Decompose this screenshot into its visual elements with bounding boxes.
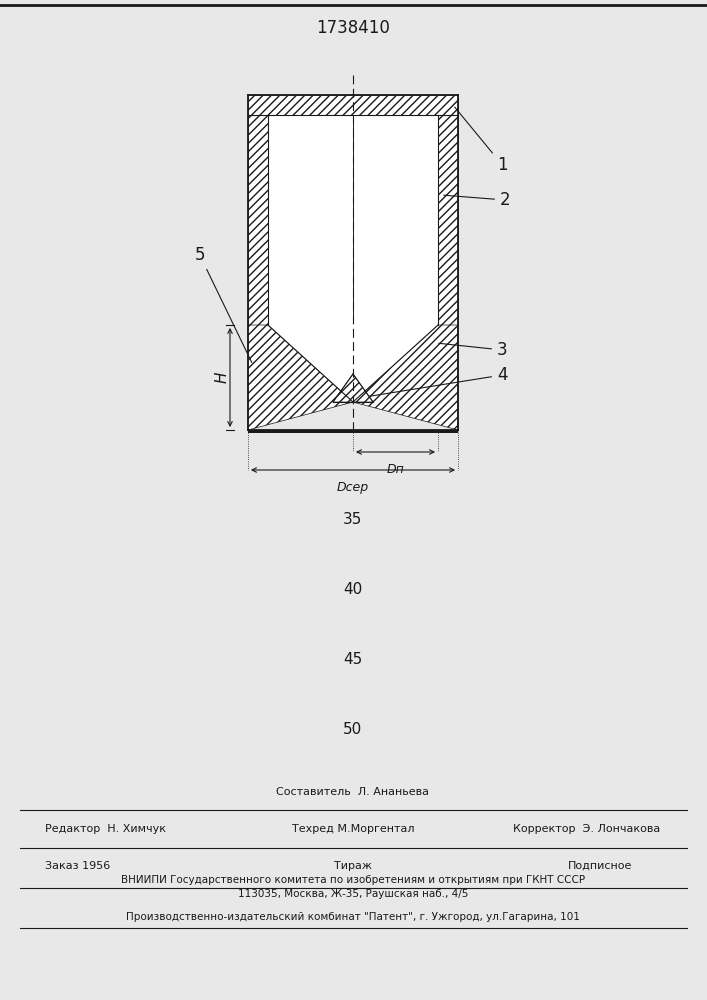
Polygon shape (248, 325, 353, 430)
Text: Подписное: Подписное (568, 861, 632, 871)
Text: Корректор  Э. Лончакова: Корректор Э. Лончакова (513, 824, 660, 834)
Polygon shape (248, 95, 458, 115)
Text: Заказ 1956: Заказ 1956 (45, 861, 110, 871)
Text: 45: 45 (344, 652, 363, 668)
Text: 3: 3 (439, 341, 508, 359)
Polygon shape (268, 325, 438, 402)
Polygon shape (438, 115, 458, 325)
Polygon shape (268, 115, 438, 325)
Polygon shape (248, 430, 458, 433)
Text: 1: 1 (455, 107, 508, 174)
Text: 2: 2 (444, 191, 510, 209)
Polygon shape (248, 115, 268, 325)
Text: 4: 4 (368, 366, 508, 397)
Text: ВНИИПИ Государственного комитета по изобретениям и открытиям при ГКНТ СССР: ВНИИПИ Государственного комитета по изоб… (121, 875, 585, 885)
Text: Dсер: Dсер (337, 481, 369, 494)
Polygon shape (353, 325, 458, 430)
Text: Dп: Dп (387, 463, 404, 476)
Text: 113035, Москва, Ж-35, Раушская наб., 4/5: 113035, Москва, Ж-35, Раушская наб., 4/5 (238, 889, 468, 899)
Text: 35: 35 (344, 512, 363, 528)
Text: Тираж: Тираж (334, 861, 372, 871)
Text: 1738410: 1738410 (316, 19, 390, 37)
Text: 40: 40 (344, 582, 363, 597)
Text: Производственно-издательский комбинат "Патент", г. Ужгород, ул.Гагарина, 101: Производственно-издательский комбинат "П… (126, 912, 580, 922)
Text: Техред М.Моргентал: Техред М.Моргентал (292, 824, 414, 834)
Text: Редактор  Н. Химчук: Редактор Н. Химчук (45, 824, 166, 834)
Text: 5: 5 (194, 246, 252, 363)
Text: 50: 50 (344, 722, 363, 738)
Text: Составитель  Л. Ананьева: Составитель Л. Ананьева (276, 787, 429, 797)
Text: H: H (214, 372, 230, 383)
Polygon shape (333, 374, 373, 402)
